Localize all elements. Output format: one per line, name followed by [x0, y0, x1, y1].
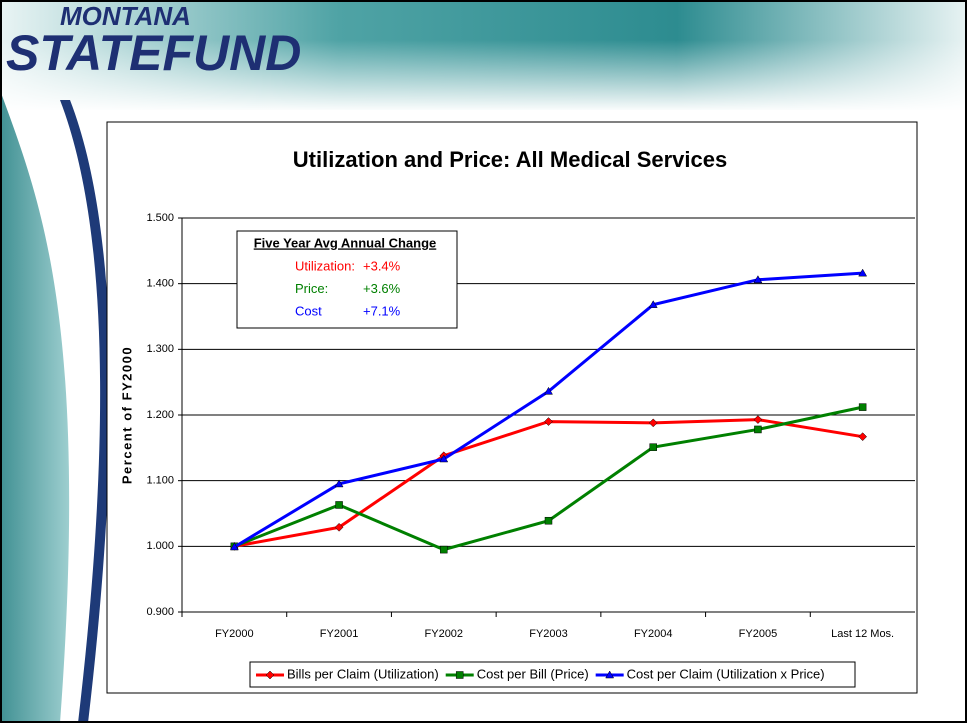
x-tick-label: FY2004	[634, 628, 673, 640]
marker	[545, 517, 552, 524]
annotation-label: Utilization:	[295, 258, 355, 273]
y-axis-label: Percent of FY2000	[119, 346, 134, 484]
x-tick-label: FY2001	[320, 628, 359, 640]
x-tick-label: Last 12 Mos.	[831, 628, 894, 640]
x-tick-label: FY2005	[739, 628, 778, 640]
x-tick-label: FY2002	[425, 628, 464, 640]
logo-line2: STATEFUND	[6, 25, 301, 81]
marker	[754, 426, 761, 433]
y-tick-label: 1.500	[146, 212, 174, 224]
y-tick-label: 1.300	[146, 343, 174, 355]
y-tick-label: 1.400	[146, 278, 174, 290]
chart-title: Utilization and Price: All Medical Servi…	[293, 147, 727, 172]
chart-frame	[107, 122, 917, 693]
y-tick-label: 1.200	[146, 409, 174, 421]
annotation-value: +7.1%	[363, 303, 401, 318]
legend-label: Cost per Bill (Price)	[477, 666, 589, 681]
x-tick-label: FY2003	[529, 628, 568, 640]
y-tick-label: 1.000	[146, 540, 174, 552]
legend-label: Bills per Claim (Utilization)	[287, 666, 439, 681]
legend: Bills per Claim (Utilization) Cost per Bi…	[250, 662, 855, 687]
legend-label: Cost per Claim (Utilization x Price)	[627, 666, 825, 681]
annotation-label: Price:	[295, 281, 328, 296]
x-tick-label: FY2000	[215, 628, 254, 640]
annotation-label: Cost	[295, 303, 322, 318]
annotation-title: Five Year Avg Annual Change	[254, 235, 437, 250]
slide: MONTANA STATEFUND Utilization and Price:…	[0, 0, 967, 723]
annotation-value: +3.4%	[363, 258, 401, 273]
marker	[859, 404, 866, 411]
marker	[440, 546, 447, 553]
marker	[336, 501, 343, 508]
marker	[456, 672, 463, 679]
annotation-value: +3.6%	[363, 281, 401, 296]
y-tick-label: 1.100	[146, 475, 174, 487]
marker	[650, 444, 657, 451]
y-tick-label: 0.900	[146, 606, 174, 618]
